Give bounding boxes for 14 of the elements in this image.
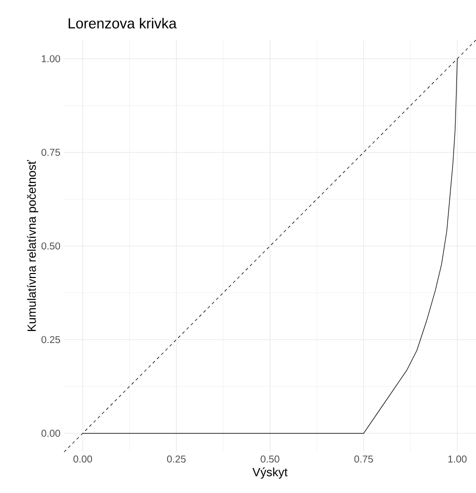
y-tick-label: 1.00 [42, 55, 60, 62]
y-tick-label: 0.75 [41, 148, 60, 156]
x-tick-label: 1.00 [448, 456, 466, 463]
chart-title: Lorenzova krivka [68, 18, 176, 28]
line-series [82, 58, 458, 434]
x-axis-title: Výskyt [252, 467, 288, 479]
x-tick-label: 0.50 [260, 456, 280, 463]
y-axis-title: Kumulatívna relatívna početnosť [26, 160, 38, 331]
y-tick-label: 0.25 [41, 336, 60, 344]
x-tick-label: 0.75 [354, 456, 373, 463]
y-tick-label: 0.00 [41, 430, 60, 437]
x-tick-label: 0.25 [166, 456, 186, 463]
x-tick-label: 0.00 [73, 456, 92, 463]
y-tick-label: 0.50 [41, 242, 60, 250]
